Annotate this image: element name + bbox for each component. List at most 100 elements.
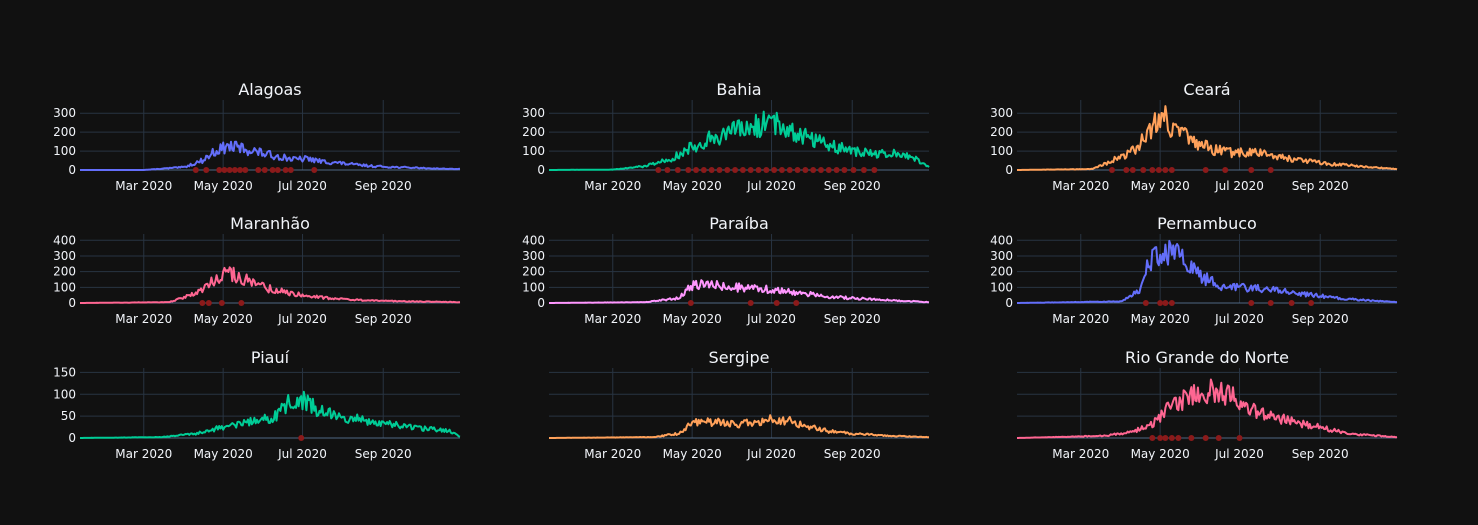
y-tick-label: 200 bbox=[522, 265, 545, 279]
x-tick-label: Mar 2020 bbox=[115, 312, 172, 326]
x-tick-label: Jul 2020 bbox=[277, 179, 327, 193]
x-tick-label: Mar 2020 bbox=[115, 447, 172, 461]
x-tick-label: May 2020 bbox=[1131, 312, 1190, 326]
x-tick-label: May 2020 bbox=[663, 447, 722, 461]
event-marker bbox=[810, 167, 817, 173]
x-tick-label: Jul 2020 bbox=[277, 447, 327, 461]
panel-title: Paraíba bbox=[709, 214, 769, 233]
event-marker bbox=[218, 300, 225, 306]
event-marker bbox=[841, 167, 848, 173]
x-tick-label: Mar 2020 bbox=[1052, 447, 1109, 461]
y-tick-label: 0 bbox=[1005, 163, 1013, 177]
x-tick-label: May 2020 bbox=[663, 179, 722, 193]
event-marker bbox=[216, 167, 223, 173]
event-marker bbox=[655, 167, 662, 173]
y-tick-label: 0 bbox=[68, 431, 76, 445]
event-marker bbox=[1123, 167, 1130, 173]
event-marker bbox=[1248, 300, 1255, 306]
x-tick-label: Jul 2020 bbox=[746, 312, 796, 326]
y-tick-label: 200 bbox=[522, 125, 545, 139]
x-tick-label: Jul 2020 bbox=[1214, 312, 1264, 326]
event-marker bbox=[238, 300, 245, 306]
y-tick-label: 200 bbox=[990, 125, 1013, 139]
event-marker bbox=[242, 167, 249, 173]
series-line bbox=[80, 266, 461, 304]
x-tick-label: Sep 2020 bbox=[1292, 312, 1349, 326]
event-marker bbox=[687, 300, 694, 306]
event-marker bbox=[1129, 167, 1136, 173]
y-tick-label: 0 bbox=[1005, 296, 1013, 310]
y-tick-label: 300 bbox=[990, 249, 1013, 263]
y-tick-label: 300 bbox=[522, 106, 545, 120]
event-marker bbox=[871, 167, 878, 173]
event-marker bbox=[674, 167, 681, 173]
series-line bbox=[549, 279, 930, 304]
panel-alagoas: Mar 2020 May 2020 Jul 2020 Sep 2020 0 100 200 3… bbox=[53, 80, 461, 193]
event-marker bbox=[1175, 435, 1182, 441]
x-tick-label: May 2020 bbox=[194, 447, 253, 461]
x-tick-label: Jul 2020 bbox=[277, 312, 327, 326]
event-marker bbox=[1162, 167, 1169, 173]
x-tick-label: Jul 2020 bbox=[746, 447, 796, 461]
event-marker bbox=[739, 167, 746, 173]
x-tick-label: Mar 2020 bbox=[584, 312, 641, 326]
event-marker bbox=[817, 167, 824, 173]
panel-title: Maranhão bbox=[230, 214, 310, 233]
event-marker bbox=[1142, 300, 1149, 306]
event-marker bbox=[192, 167, 199, 173]
x-tick-label: Mar 2020 bbox=[584, 447, 641, 461]
x-tick-label: May 2020 bbox=[1131, 179, 1190, 193]
y-tick-label: 300 bbox=[53, 249, 76, 263]
y-tick-label: 150 bbox=[53, 365, 76, 379]
event-marker bbox=[255, 167, 262, 173]
x-tick-label: Jul 2020 bbox=[1214, 179, 1264, 193]
event-marker bbox=[237, 167, 244, 173]
event-marker bbox=[664, 167, 671, 173]
y-tick-label: 0 bbox=[68, 296, 76, 310]
event-marker bbox=[778, 167, 785, 173]
event-marker bbox=[693, 167, 700, 173]
event-marker bbox=[1202, 435, 1209, 441]
event-marker bbox=[1155, 167, 1162, 173]
event-marker bbox=[311, 167, 318, 173]
panel-title: Rio Grande do Norte bbox=[1125, 348, 1289, 367]
series-line bbox=[1017, 239, 1398, 304]
event-marker bbox=[1308, 300, 1315, 306]
panel-title: Pernambuco bbox=[1157, 214, 1257, 233]
y-tick-label: 0 bbox=[537, 163, 545, 177]
x-tick-label: Sep 2020 bbox=[1292, 179, 1349, 193]
series-line bbox=[1017, 378, 1398, 439]
event-marker bbox=[282, 167, 289, 173]
event-marker bbox=[685, 167, 692, 173]
y-tick-label: 100 bbox=[990, 280, 1013, 294]
panel-title: Alagoas bbox=[238, 80, 301, 99]
y-tick-label: 300 bbox=[53, 106, 76, 120]
event-marker bbox=[1157, 300, 1164, 306]
y-tick-label: 200 bbox=[53, 265, 76, 279]
event-marker bbox=[1215, 435, 1222, 441]
x-tick-label: May 2020 bbox=[663, 312, 722, 326]
y-tick-label: 0 bbox=[68, 163, 76, 177]
y-tick-label: 100 bbox=[53, 280, 76, 294]
y-tick-label: 100 bbox=[53, 387, 76, 401]
series-line bbox=[80, 140, 461, 171]
event-marker bbox=[708, 167, 715, 173]
event-marker bbox=[860, 167, 867, 173]
panel-bahia: Mar 2020 May 2020 Jul 2020 Sep 2020 0 100 200 3… bbox=[522, 80, 930, 193]
panel-rio-grande-do-norte: Mar 2020 May 2020 Jul 2020 Sep 2020 Rio Gran… bbox=[1017, 348, 1398, 461]
event-marker bbox=[786, 167, 793, 173]
series-line bbox=[549, 414, 929, 439]
y-tick-label: 200 bbox=[53, 125, 76, 139]
event-marker bbox=[1149, 435, 1156, 441]
x-tick-label: Mar 2020 bbox=[584, 179, 641, 193]
x-tick-label: Sep 2020 bbox=[824, 179, 881, 193]
event-marker bbox=[1157, 435, 1164, 441]
panel-ceara: Mar 2020 May 2020 Jul 2020 Sep 2020 0 100 200 3… bbox=[990, 80, 1398, 193]
event-marker bbox=[794, 167, 801, 173]
y-tick-label: 200 bbox=[990, 265, 1013, 279]
event-marker bbox=[261, 167, 268, 173]
event-marker bbox=[203, 167, 210, 173]
